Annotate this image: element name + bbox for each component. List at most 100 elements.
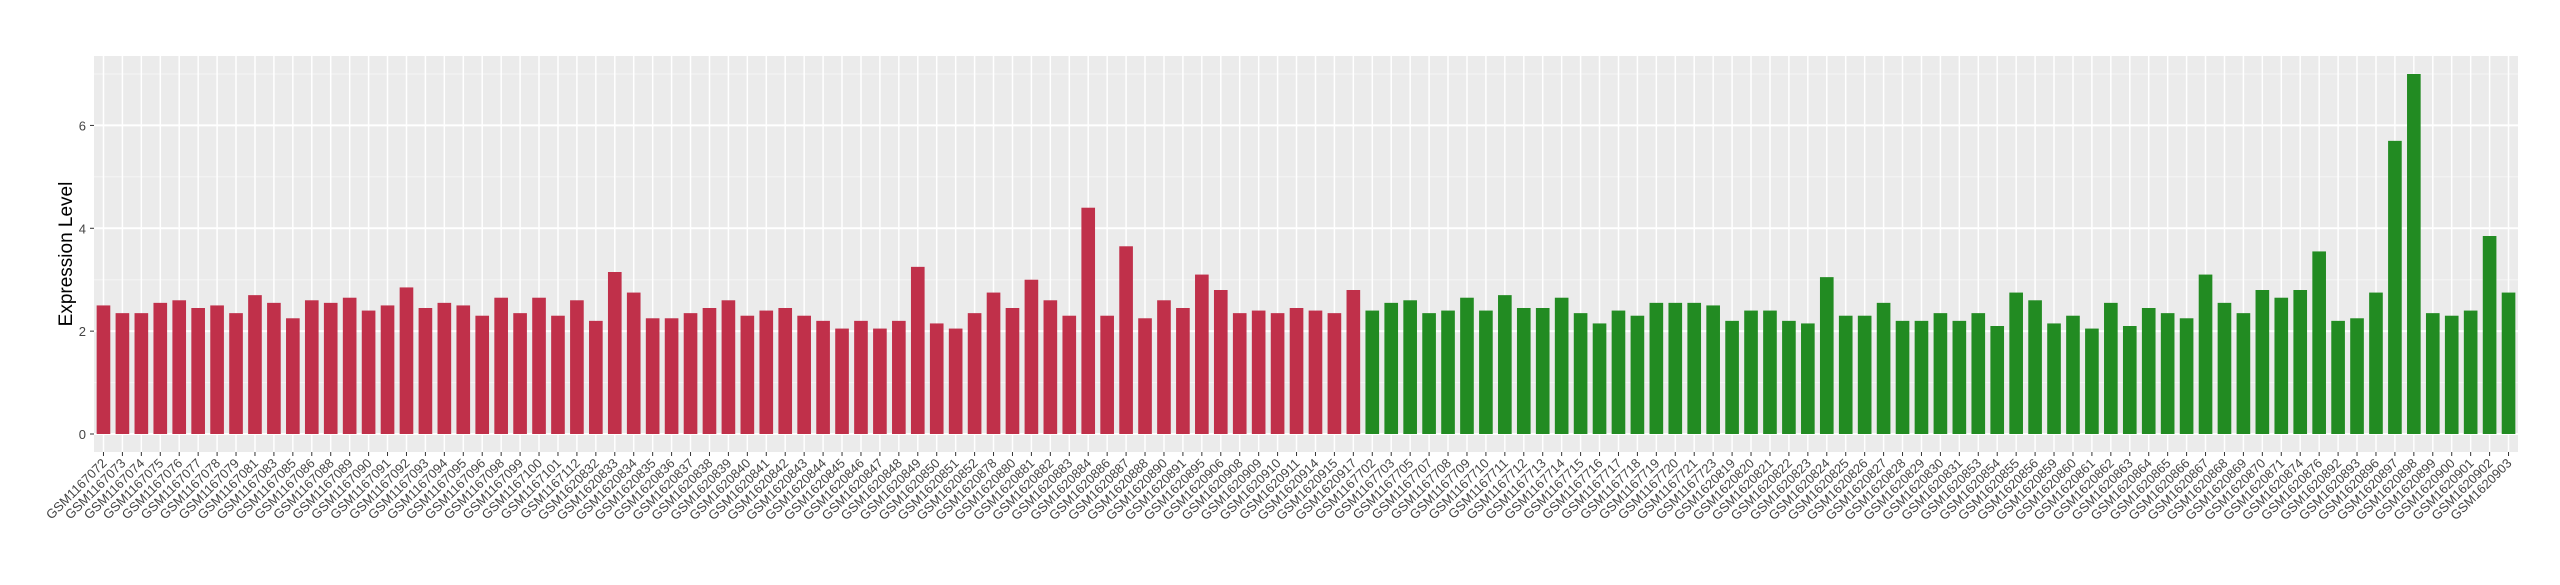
bar	[948, 328, 963, 434]
bar	[2312, 251, 2326, 434]
bar	[267, 302, 281, 434]
bar	[892, 320, 906, 434]
bar	[2160, 313, 2175, 434]
bar	[1422, 313, 1436, 434]
bar	[929, 323, 944, 434]
bar	[683, 313, 698, 434]
bar	[1384, 302, 1399, 434]
bar	[456, 305, 471, 434]
bar	[835, 328, 849, 434]
bar	[1725, 320, 1739, 434]
bar	[2501, 292, 2516, 434]
bar	[967, 313, 982, 434]
bar	[589, 320, 603, 434]
bar	[1138, 318, 1152, 434]
bar	[2463, 310, 2478, 434]
bar	[1460, 297, 1474, 434]
bar	[1176, 308, 1190, 434]
bar	[797, 315, 811, 434]
bar	[1365, 310, 1380, 434]
bar	[96, 305, 111, 434]
bar	[323, 302, 338, 434]
bar	[418, 308, 433, 434]
bar	[626, 292, 641, 434]
bar	[1251, 310, 1266, 434]
bar	[1081, 207, 1096, 434]
bar	[2369, 292, 2383, 434]
bar	[1573, 313, 1588, 434]
bar	[1327, 313, 1342, 434]
bar	[1990, 326, 2005, 434]
bar	[910, 266, 925, 434]
bar	[191, 308, 205, 434]
bar	[2066, 315, 2080, 434]
bar	[1668, 302, 1683, 434]
bar	[2331, 320, 2345, 434]
bar	[1195, 274, 1209, 434]
bar	[1403, 300, 1417, 434]
bar	[816, 320, 830, 434]
bar	[115, 313, 130, 434]
bar	[1592, 323, 1607, 434]
bar	[2255, 290, 2270, 434]
bar	[2407, 74, 2421, 434]
bar	[1441, 310, 1455, 434]
bar	[1289, 308, 1304, 434]
bar	[986, 292, 1001, 434]
bar	[210, 305, 224, 434]
bar	[2141, 308, 2156, 434]
bar	[2009, 292, 2023, 434]
bar	[702, 308, 717, 434]
bar	[1516, 308, 1531, 434]
bar	[1933, 313, 1948, 434]
y-tick-label: 6	[79, 118, 86, 133]
bar	[664, 318, 679, 434]
bar	[494, 297, 508, 434]
bar	[1213, 290, 1228, 434]
bar	[2444, 315, 2459, 434]
bar	[607, 272, 622, 434]
bar	[740, 315, 755, 434]
bar	[2104, 302, 2118, 434]
bar	[1857, 315, 1872, 434]
bar	[361, 310, 376, 434]
bar	[513, 313, 527, 434]
bar	[2388, 140, 2402, 434]
bar	[399, 287, 414, 434]
bar	[1346, 290, 1361, 434]
bar	[1043, 300, 1058, 434]
bar	[1782, 320, 1796, 434]
bar	[1876, 302, 1891, 434]
bar	[1895, 320, 1910, 434]
bar	[1498, 295, 1512, 434]
bar	[2122, 326, 2137, 434]
bar	[1763, 310, 1777, 434]
bar	[2217, 302, 2232, 434]
bar	[2350, 318, 2364, 434]
bar	[1744, 310, 1758, 434]
bar	[2293, 290, 2308, 434]
bar	[437, 302, 452, 434]
bar	[1706, 305, 1720, 434]
bar	[2236, 313, 2251, 434]
bar	[1232, 313, 1247, 434]
bar	[570, 300, 584, 434]
bar	[380, 305, 395, 434]
bar	[286, 318, 300, 434]
bar	[1554, 297, 1569, 434]
y-tick-label: 2	[79, 324, 86, 339]
bar	[854, 320, 868, 434]
bar	[1649, 302, 1664, 434]
bar	[2482, 236, 2497, 434]
bar	[1100, 315, 1114, 434]
bar	[1062, 315, 1077, 434]
bar	[2179, 318, 2194, 434]
bar	[2425, 313, 2440, 434]
bar	[1914, 320, 1929, 434]
bar	[475, 315, 490, 434]
bar	[2198, 274, 2213, 434]
bar	[1005, 308, 1020, 434]
bar	[1952, 320, 1967, 434]
bar	[551, 315, 565, 434]
